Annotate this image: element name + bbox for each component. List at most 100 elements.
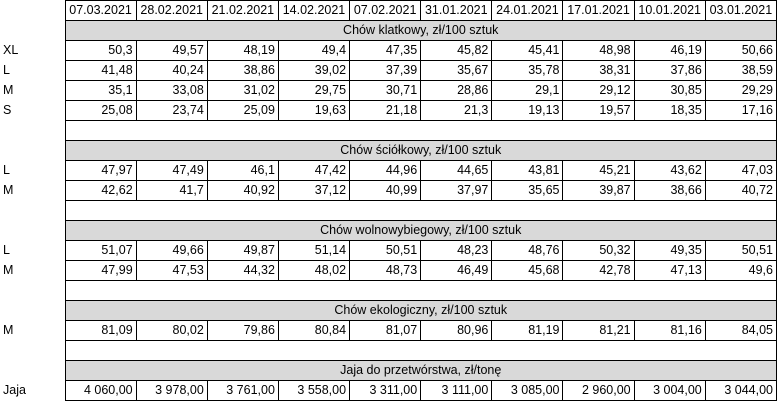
row-label: M bbox=[0, 180, 66, 201]
data-row: M 42,62 41,7 40,92 37,12 40,99 37,97 35,65 39,87… bbox=[0, 180, 778, 201]
value-cell: 41,48 bbox=[64, 60, 137, 81]
empty-row bbox=[0, 200, 777, 221]
data-row: L 51,07 49,66 49,87 51,14 50,51 48,23 48,76 50,3… bbox=[0, 240, 778, 261]
value-cell: 49,57 bbox=[135, 40, 208, 61]
value-cell: 50,51 bbox=[704, 240, 778, 261]
value-cell: 42,62 bbox=[64, 180, 137, 201]
value-cell: 38,31 bbox=[562, 60, 635, 81]
data-row: Jaja 4 060,00 3 978,00 3 761,00 3 558,00 3 31… bbox=[0, 380, 778, 401]
value-cell: 47,97 bbox=[64, 160, 137, 181]
value-cell: 31,02 bbox=[206, 80, 279, 101]
value-cell: 47,53 bbox=[135, 260, 208, 281]
value-cell: 48,73 bbox=[349, 260, 422, 281]
data-row: S 25,08 23,74 25,09 19,63 21,18 21,3 19,13 19,57… bbox=[0, 100, 778, 121]
value-cell: 18,35 bbox=[633, 100, 706, 121]
date-header: 07.02.2021 bbox=[349, 0, 422, 21]
value-cell: 80,96 bbox=[420, 320, 493, 341]
value-cell: 47,42 bbox=[277, 160, 351, 181]
value-cell: 50,3 bbox=[64, 40, 137, 61]
empty-row bbox=[0, 120, 777, 141]
value-cell: 29,12 bbox=[562, 80, 635, 101]
row-label: Jaja bbox=[0, 380, 66, 401]
empty-cell bbox=[64, 340, 777, 361]
section-title: Jaja do przetwórstwa, zł/tonę bbox=[64, 360, 777, 381]
value-cell: 47,49 bbox=[135, 160, 208, 181]
value-cell: 47,35 bbox=[349, 40, 422, 61]
row-label: M bbox=[0, 80, 66, 101]
value-cell: 3 761,00 bbox=[206, 380, 279, 401]
value-cell: 44,65 bbox=[420, 160, 493, 181]
value-cell: 48,19 bbox=[206, 40, 279, 61]
value-cell: 35,78 bbox=[491, 60, 564, 81]
row-label: L bbox=[0, 60, 66, 81]
value-cell: 48,98 bbox=[562, 40, 635, 61]
value-cell: 38,66 bbox=[633, 180, 706, 201]
data-row: XL 50,3 49,57 48,19 49,4 47,35 45,82 45,41 48,98… bbox=[0, 40, 778, 61]
value-cell: 81,19 bbox=[491, 320, 564, 341]
section-label-cell bbox=[0, 140, 66, 161]
value-cell: 38,59 bbox=[704, 60, 778, 81]
empty-row bbox=[0, 340, 777, 361]
data-row: M 81,09 80,02 79,86 80,84 81,07 80,96 81,19 81,2… bbox=[0, 320, 778, 341]
value-cell: 30,85 bbox=[633, 80, 706, 101]
value-cell: 44,96 bbox=[349, 160, 422, 181]
date-header: 17.01.2021 bbox=[562, 0, 635, 21]
value-cell: 43,62 bbox=[633, 160, 706, 181]
value-cell: 79,86 bbox=[206, 320, 279, 341]
value-cell: 23,74 bbox=[135, 100, 208, 121]
value-cell: 47,13 bbox=[633, 260, 706, 281]
section-label-cell bbox=[0, 300, 66, 321]
empty-label bbox=[0, 340, 66, 361]
value-cell: 45,82 bbox=[420, 40, 493, 61]
value-cell: 80,02 bbox=[135, 320, 208, 341]
value-cell: 43,81 bbox=[491, 160, 564, 181]
value-cell: 40,99 bbox=[349, 180, 422, 201]
value-cell: 21,3 bbox=[420, 100, 493, 121]
value-cell: 17,16 bbox=[704, 100, 778, 121]
value-cell: 81,09 bbox=[64, 320, 137, 341]
value-cell: 39,87 bbox=[562, 180, 635, 201]
value-cell: 50,66 bbox=[704, 40, 778, 61]
section-row: Chów klatkowy, zł/100 sztuk bbox=[0, 20, 777, 41]
section-label-cell bbox=[0, 220, 66, 241]
value-cell: 46,19 bbox=[633, 40, 706, 61]
empty-cell bbox=[64, 280, 777, 301]
section-title: Chów klatkowy, zł/100 sztuk bbox=[64, 20, 777, 41]
value-cell: 50,32 bbox=[562, 240, 635, 261]
section-row: Jaja do przetwórstwa, zł/tonę bbox=[0, 360, 777, 381]
value-cell: 44,32 bbox=[206, 260, 279, 281]
data-row: L 41,48 40,24 38,86 39,02 37,39 35,67 35,78 38,3… bbox=[0, 60, 778, 81]
date-header: 07.03.2021 bbox=[64, 0, 137, 21]
value-cell: 84,05 bbox=[704, 320, 778, 341]
value-cell: 45,21 bbox=[562, 160, 635, 181]
value-cell: 4 060,00 bbox=[64, 380, 137, 401]
section-title: Chów wolnowybiegowy, zł/100 sztuk bbox=[64, 220, 777, 241]
value-cell: 3 978,00 bbox=[135, 380, 208, 401]
date-header: 14.02.2021 bbox=[277, 0, 351, 21]
value-cell: 49,6 bbox=[704, 260, 778, 281]
value-cell: 48,76 bbox=[491, 240, 564, 261]
row-label: M bbox=[0, 260, 66, 281]
section-label-cell bbox=[0, 360, 66, 381]
value-cell: 81,16 bbox=[633, 320, 706, 341]
value-cell: 37,86 bbox=[633, 60, 706, 81]
empty-row bbox=[0, 280, 777, 301]
row-label: XL bbox=[0, 40, 66, 61]
value-cell: 3 311,00 bbox=[349, 380, 422, 401]
value-cell: 47,99 bbox=[64, 260, 137, 281]
empty-label bbox=[0, 120, 66, 141]
value-cell: 80,84 bbox=[277, 320, 351, 341]
value-cell: 51,14 bbox=[277, 240, 351, 261]
value-cell: 45,68 bbox=[491, 260, 564, 281]
value-cell: 19,13 bbox=[491, 100, 564, 121]
value-cell: 29,1 bbox=[491, 80, 564, 101]
section-row: Chów wolnowybiegowy, zł/100 sztuk bbox=[0, 220, 777, 241]
row-label: S bbox=[0, 100, 66, 121]
date-header: 31.01.2021 bbox=[420, 0, 493, 21]
date-header: 03.01.2021 bbox=[704, 0, 778, 21]
value-cell: 33,08 bbox=[135, 80, 208, 101]
value-cell: 19,63 bbox=[277, 100, 351, 121]
section-row: Chów ściółkowy, zł/100 sztuk bbox=[0, 140, 777, 161]
